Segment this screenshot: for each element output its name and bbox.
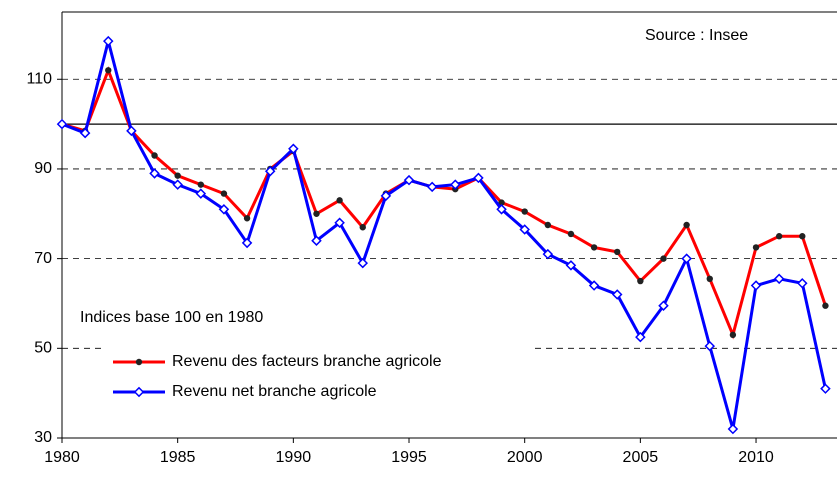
point [243, 215, 251, 222]
y-tick-label: 50 [34, 340, 52, 357]
point [660, 255, 667, 262]
point [588, 280, 600, 291]
line [61, 66, 827, 340]
point [773, 273, 785, 285]
legend-marker [133, 386, 145, 398]
point [264, 165, 276, 177]
point [174, 172, 181, 179]
point [172, 179, 183, 190]
x-tick-label: 1980 [44, 449, 80, 466]
point [450, 179, 461, 190]
point [288, 143, 299, 155]
legend-label: Revenu net branche agricole [172, 383, 377, 400]
point [496, 204, 507, 215]
point [565, 260, 577, 271]
point [635, 331, 646, 343]
x-tick-label: 1990 [276, 449, 312, 466]
point [704, 340, 716, 352]
point [822, 302, 829, 309]
point [473, 172, 484, 184]
point [126, 125, 137, 137]
point [105, 67, 112, 74]
point [498, 199, 505, 206]
point [103, 35, 114, 47]
series [58, 66, 829, 340]
point [683, 221, 690, 229]
note: Indices base 100 en 1980 [80, 309, 263, 326]
y-tick-label: 110 [26, 70, 52, 87]
point [197, 181, 205, 188]
point [727, 423, 739, 435]
point [151, 152, 158, 159]
point [519, 224, 530, 235]
point [220, 190, 228, 197]
point [403, 174, 415, 186]
point [658, 300, 669, 311]
point [567, 230, 575, 238]
point [542, 248, 554, 260]
point [611, 289, 623, 300]
point [359, 224, 366, 231]
x-tick-label: 1985 [160, 449, 196, 466]
x-tick-label: 2000 [507, 449, 543, 466]
legend-box [105, 336, 535, 400]
point [590, 244, 598, 251]
point [218, 204, 230, 215]
point [334, 217, 345, 229]
series [56, 35, 831, 435]
point [775, 233, 783, 240]
point [752, 244, 760, 251]
point [799, 233, 806, 240]
point [544, 221, 552, 229]
point [637, 277, 644, 285]
legend-marker [135, 358, 143, 366]
point [336, 197, 343, 204]
y-tick-label: 70 [34, 250, 52, 267]
point [681, 253, 692, 264]
point [380, 190, 392, 202]
point [614, 248, 621, 256]
y-tick-label: 30 [34, 429, 52, 446]
x-tick-label: 1995 [391, 449, 427, 466]
line [61, 40, 827, 430]
point [79, 127, 91, 139]
x-tick-label: 2010 [738, 449, 774, 466]
point [241, 237, 253, 249]
point [56, 118, 68, 130]
point [313, 210, 320, 217]
legend-label: Revenu des facteurs branche agricole [172, 353, 442, 370]
point [357, 257, 369, 269]
y-tick-label: 90 [34, 160, 52, 177]
point [706, 275, 713, 283]
point [797, 278, 808, 289]
point [750, 280, 762, 291]
point [311, 235, 322, 246]
source-note: Source : Insee [645, 27, 748, 44]
point [195, 188, 207, 199]
point [521, 208, 528, 215]
x-tick-label: 2005 [623, 449, 659, 466]
point [149, 168, 160, 179]
point [729, 331, 737, 339]
point [426, 181, 438, 193]
point [820, 383, 831, 394]
